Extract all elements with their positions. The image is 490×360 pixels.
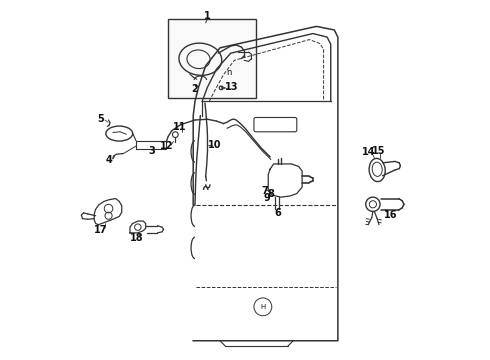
Text: 15: 15 — [372, 147, 386, 157]
Text: 17: 17 — [94, 225, 107, 235]
Text: 4: 4 — [105, 156, 112, 165]
Text: 3: 3 — [149, 146, 155, 156]
Text: 6: 6 — [274, 208, 281, 218]
Text: 1: 1 — [204, 12, 211, 21]
Text: H: H — [260, 304, 266, 310]
Text: 18: 18 — [130, 233, 144, 243]
Text: 10: 10 — [208, 140, 221, 150]
Bar — [168, 19, 256, 98]
Text: 14: 14 — [362, 147, 375, 157]
Text: 8: 8 — [267, 189, 274, 199]
Text: 13: 13 — [225, 82, 238, 92]
Text: 5: 5 — [97, 113, 104, 123]
Text: 9: 9 — [264, 193, 270, 203]
Text: n: n — [226, 68, 232, 77]
Text: 16: 16 — [384, 210, 397, 220]
Text: 2: 2 — [192, 84, 198, 94]
Text: 12: 12 — [160, 141, 174, 151]
Text: 11: 11 — [173, 122, 187, 132]
Text: 7: 7 — [262, 186, 269, 196]
